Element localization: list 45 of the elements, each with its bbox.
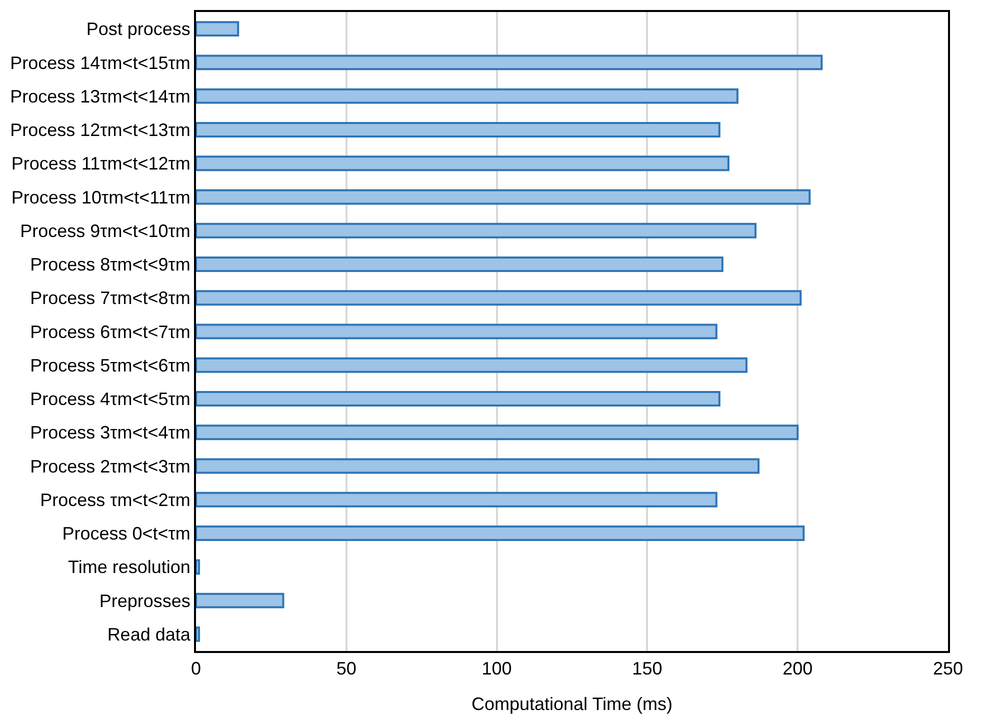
y-tick-label: Process τm<t<2τm (40, 490, 190, 510)
y-tick-label: Process 9τm<t<10τm (20, 220, 190, 241)
y-tick-label: Time resolution (68, 557, 190, 578)
bar (196, 122, 720, 138)
y-tick-label: Process 12τm<t<13τm (10, 120, 190, 140)
y-tick-label: Read data (107, 624, 192, 644)
y-tick-label: Process 3τm<t<4τm (30, 422, 190, 443)
bar (196, 626, 200, 642)
bar (196, 21, 240, 37)
bar (196, 222, 756, 238)
y-tick-label: Process 7τm<t<8τm (30, 288, 190, 308)
y-tick-label: Process 2τm<t<3τm (30, 456, 190, 476)
bar (196, 256, 724, 272)
y-tick-label: Process 13τm<t<14τm (10, 86, 190, 106)
bar (196, 156, 730, 172)
y-tick-label: Process 0<t<τm (62, 524, 190, 544)
x-tick-label: 0 (190, 658, 202, 679)
bar (196, 324, 718, 340)
y-tick-label: Process 6τm<t<7τm (30, 322, 190, 342)
bar (196, 54, 823, 70)
x-tick-label: 150 (632, 658, 662, 679)
y-tick-label: Preprosses (99, 590, 190, 611)
y-tick-label: Process 10τm<t<11τm (11, 187, 190, 208)
y-tick-label: Process 8τm<t<9τm (30, 254, 190, 275)
bar (196, 88, 738, 104)
y-tick-label: Post process (86, 19, 190, 40)
x-tick-label: 50 (336, 658, 356, 679)
bar (196, 526, 805, 542)
y-tick-label: Process 14τm<t<15τm (10, 52, 190, 73)
bar (196, 290, 802, 306)
bar (196, 357, 748, 373)
bar (196, 189, 811, 205)
x-tick-label: 200 (782, 658, 813, 679)
bar (196, 592, 284, 608)
bar (196, 559, 200, 575)
x-axis-title: Computational Time (ms) (471, 694, 673, 714)
y-tick-label: Process 11τm<t<12τm (11, 154, 190, 174)
bar (196, 391, 720, 406)
bar (196, 458, 760, 474)
x-tick-label: 250 (932, 658, 964, 679)
x-tick-label: 100 (482, 658, 512, 679)
y-tick-label: Process 5τm<t<6τm (30, 355, 190, 376)
y-tick-label: Process 4τm<t<5τm (30, 389, 190, 410)
bar (196, 492, 718, 508)
bar (196, 424, 799, 440)
